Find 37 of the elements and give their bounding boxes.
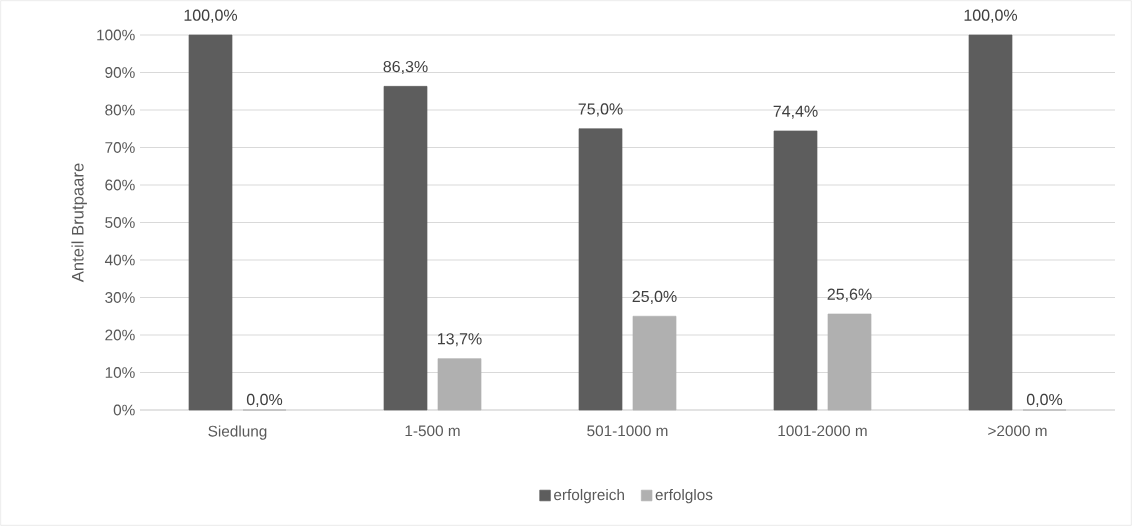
y-tick-label: 80% bbox=[105, 104, 135, 116]
data-label: 100,0% bbox=[964, 9, 1018, 23]
bar bbox=[188, 34, 233, 411]
data-label: 25,6% bbox=[827, 288, 872, 302]
x-tick-label: 501-1000 m bbox=[587, 425, 668, 437]
legend-label: erfolgreich bbox=[554, 488, 624, 504]
y-tick-label: 30% bbox=[105, 292, 135, 303]
bar bbox=[383, 86, 428, 411]
data-label: 75,0% bbox=[578, 103, 623, 117]
data-label: 0,0% bbox=[246, 393, 283, 408]
x-tick-label: Siedlung bbox=[208, 425, 267, 440]
data-label: 86,3% bbox=[383, 60, 428, 75]
y-tick-label: 90% bbox=[105, 67, 135, 78]
legend-label: erfolglos bbox=[655, 488, 713, 504]
bar bbox=[968, 34, 1013, 411]
bar bbox=[827, 313, 872, 411]
bar bbox=[632, 315, 677, 411]
data-label: 100,0% bbox=[184, 9, 238, 23]
y-tick-label: 20% bbox=[105, 329, 135, 341]
bar bbox=[578, 128, 623, 411]
y-tick-label: 50% bbox=[105, 217, 135, 228]
y-tick-label: 0% bbox=[113, 404, 135, 416]
data-label: 0,0% bbox=[1026, 393, 1063, 408]
bar bbox=[773, 130, 818, 411]
data-label: 25,0% bbox=[632, 290, 677, 304]
x-tick-label: >2000 m bbox=[988, 425, 1047, 437]
x-tick-label: 1001-2000 m bbox=[778, 425, 867, 437]
y-tick-label: 100% bbox=[97, 29, 135, 41]
y-tick-label: 60% bbox=[105, 179, 135, 191]
y-tick-label: 10% bbox=[105, 367, 135, 378]
data-label: 74,4% bbox=[773, 105, 818, 119]
y-axis-title: Anteil Brutpaare bbox=[71, 163, 87, 283]
bar bbox=[437, 358, 482, 411]
data-label: 13,7% bbox=[438, 333, 482, 347]
y-tick-label: 70% bbox=[105, 142, 135, 153]
x-tick-label: 1-500 m bbox=[405, 425, 460, 437]
y-tick-label: 40% bbox=[104, 254, 135, 266]
